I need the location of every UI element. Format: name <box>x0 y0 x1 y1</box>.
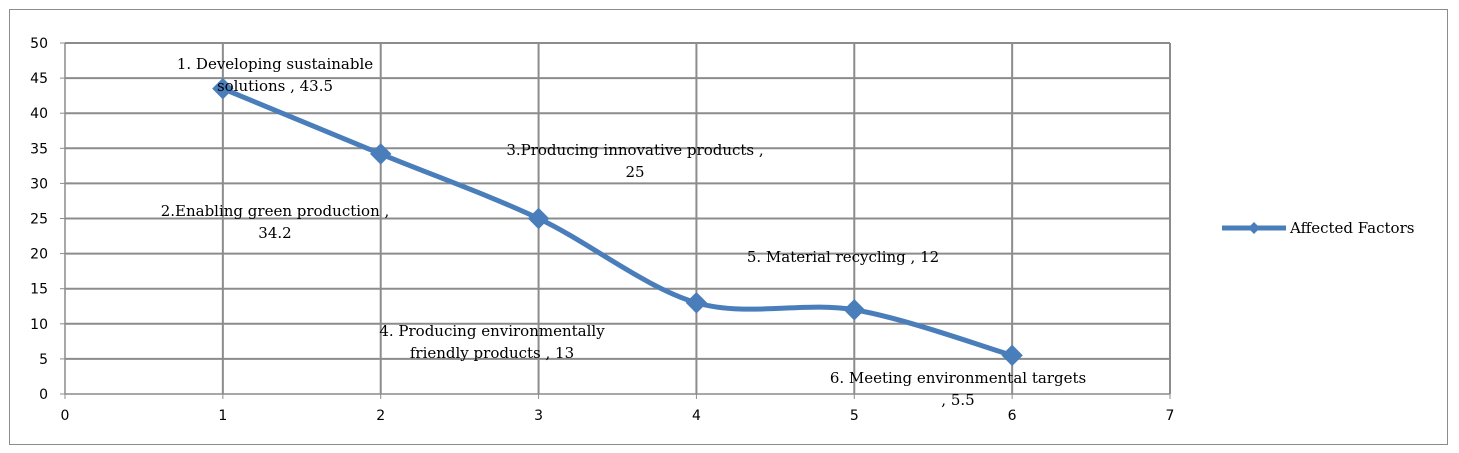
data-label: 2.Enabling green production , <box>161 202 390 220</box>
x-tick-label: 2 <box>376 408 385 424</box>
y-tick-label: 20 <box>30 247 48 263</box>
data-point-marker <box>843 299 865 321</box>
data-point-marker <box>527 207 550 230</box>
x-axis-ticks: 0 1 2 3 4 5 6 7 <box>61 394 1175 424</box>
y-tick-label: 10 <box>30 317 48 333</box>
x-tick-label: 3 <box>534 408 543 424</box>
data-label: 4. Producing environmentally <box>379 322 605 340</box>
legend-label: Affected Factors <box>1289 219 1414 237</box>
data-point-marker <box>1001 344 1023 367</box>
y-tick-label: 45 <box>30 71 48 87</box>
x-tick-label: 1 <box>218 408 227 424</box>
legend: Affected Factors <box>1222 219 1414 237</box>
x-tick-label: 4 <box>692 408 701 424</box>
data-label: 34.2 <box>258 224 291 242</box>
data-label: 25 <box>625 163 644 181</box>
y-axis-ticks: 0 5 10 15 20 25 30 35 40 45 50 <box>30 36 65 403</box>
y-tick-label: 30 <box>30 176 48 192</box>
data-point-marker <box>685 292 708 314</box>
y-tick-label: 0 <box>39 387 48 403</box>
x-tick-label: 5 <box>850 408 859 424</box>
grid-lines <box>65 42 1171 394</box>
data-point-marker <box>370 143 392 165</box>
series-line <box>221 86 1013 358</box>
data-label: 5. Material recycling , 12 <box>747 248 939 266</box>
x-tick-label: 6 <box>1008 408 1017 424</box>
y-tick-label: 5 <box>39 352 48 368</box>
data-labels: 1. Developing sustainable solutions , 43.… <box>161 55 1086 409</box>
chart-frame <box>9 9 1448 445</box>
data-label: solutions , 43.5 <box>217 77 333 95</box>
data-label: 1. Developing sustainable <box>177 55 373 73</box>
x-tick-label: 0 <box>61 408 70 424</box>
x-tick-label: 7 <box>1166 408 1175 424</box>
y-tick-label: 15 <box>30 282 48 298</box>
data-point-marker <box>212 77 234 100</box>
series-markers <box>212 77 1023 367</box>
data-label: 6. Meeting environmental targets <box>830 369 1086 387</box>
legend-marker <box>1248 222 1260 234</box>
data-label: 3.Producing innovative products , <box>506 141 763 159</box>
y-tick-label: 35 <box>30 141 48 157</box>
y-tick-label: 50 <box>30 36 48 52</box>
y-tick-label: 40 <box>30 106 48 122</box>
data-label: friendly products , 13 <box>410 344 574 362</box>
y-tick-label: 25 <box>30 212 48 228</box>
data-label: , 5.5 <box>941 391 974 409</box>
